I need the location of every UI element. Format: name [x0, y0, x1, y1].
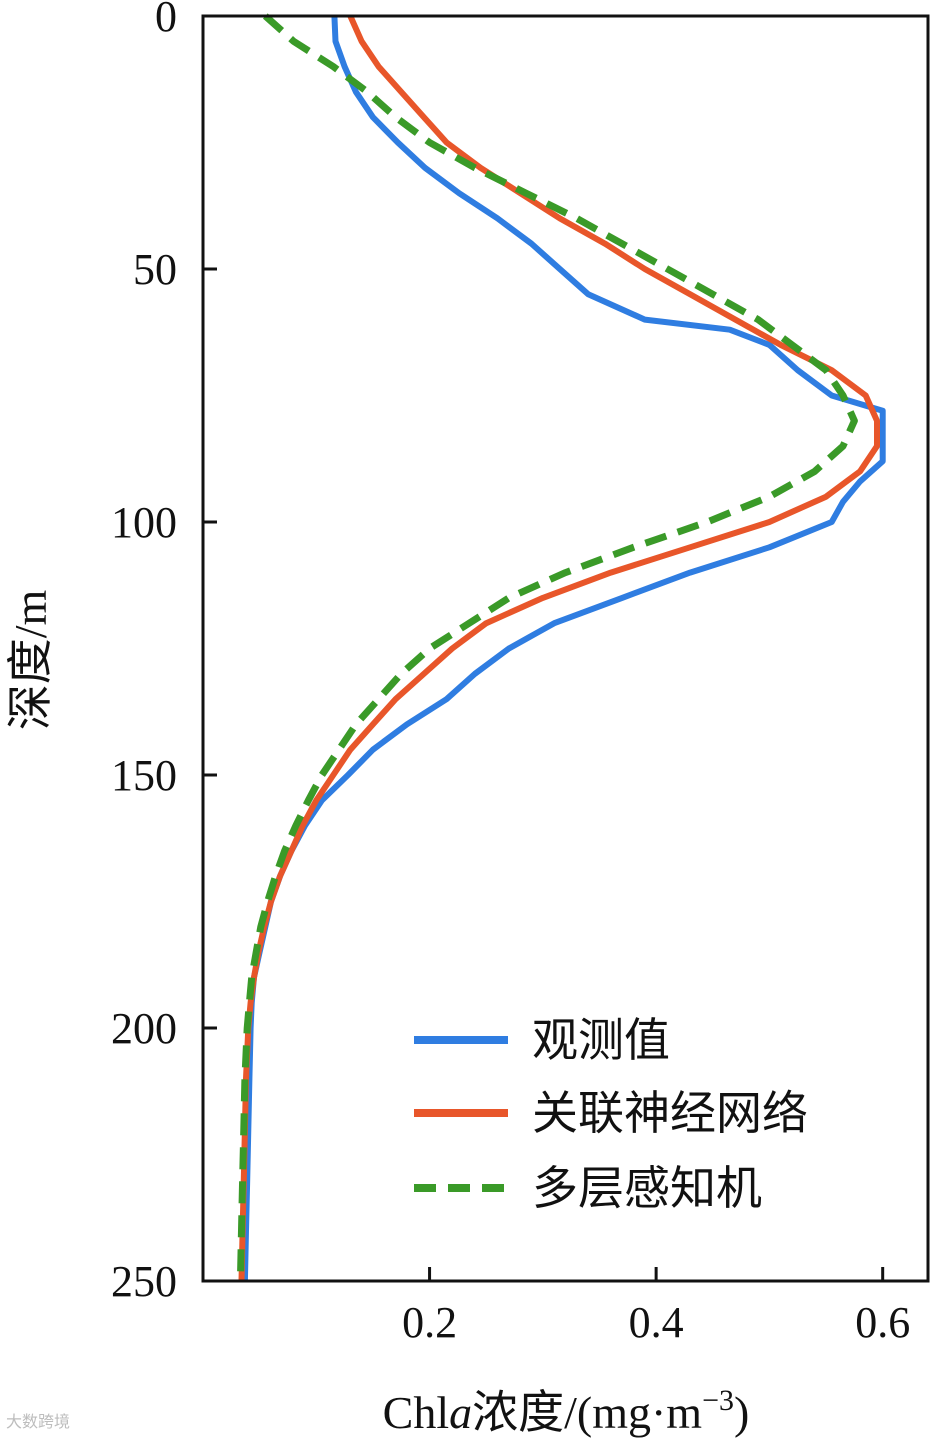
- x-axis-title-italic-a: a: [449, 1387, 472, 1438]
- legend-label-1: 观测值: [532, 1015, 670, 1066]
- x-axis-title-unit: 浓度/(mg·m: [472, 1387, 702, 1438]
- x-axis-title-chl: Chl: [383, 1387, 449, 1438]
- y-tick-label-50: 50: [133, 245, 177, 294]
- plot-frame: [201, 14, 930, 1283]
- y-tick-label-200: 200: [111, 1004, 177, 1053]
- series-line-3: [236, 13, 858, 1282]
- x-axis-title-superscript: −3: [702, 1384, 734, 1417]
- y-tick-label-250: 250: [111, 1257, 177, 1306]
- legend-label-3: 多层感知机: [532, 1163, 762, 1214]
- labels-layer: 0 50 100 150 200 250 0.2 0.4 0.6: [111, 0, 910, 1347]
- series-layer: [236, 13, 886, 1282]
- y-tick-label-150: 150: [111, 751, 177, 800]
- x-tick-label-0.2: 0.2: [402, 1298, 457, 1347]
- legend-label-2: 关联神经网络: [532, 1088, 808, 1139]
- y-tick-label-100: 100: [111, 498, 177, 547]
- y-axis-title: 深度/m: [5, 590, 56, 731]
- x-axis-title: Chla浓度/(mg·m−3): [383, 1384, 750, 1438]
- watermark: 大数跨境: [6, 1412, 71, 1431]
- x-axis-title-close: ): [734, 1387, 749, 1438]
- x-tick-label-0.6: 0.6: [855, 1298, 910, 1347]
- x-tick-label-0.4: 0.4: [629, 1298, 684, 1347]
- y-tick-label-0: 0: [155, 0, 177, 41]
